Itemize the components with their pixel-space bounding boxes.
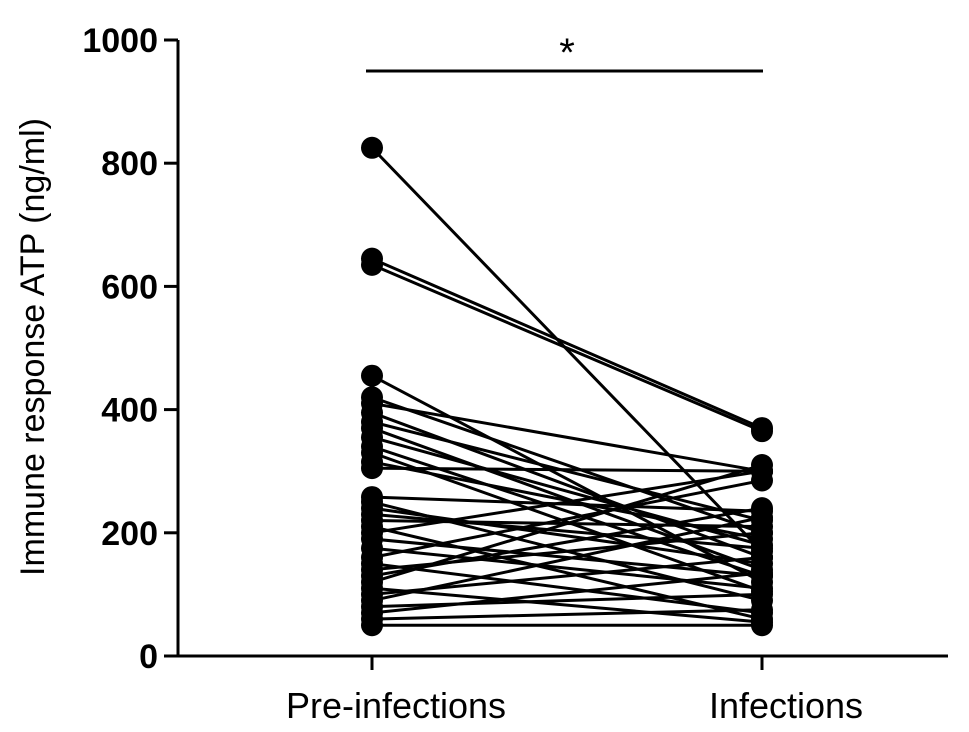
infection-point	[751, 614, 773, 637]
pre-infection-point	[361, 457, 383, 480]
y-tick-label: 600	[101, 268, 158, 306]
pair-line	[371, 506, 763, 566]
infection-point	[751, 454, 773, 477]
pre-infection-point	[361, 253, 383, 276]
infection-point	[751, 469, 773, 492]
y-tick-label: 1000	[82, 22, 158, 60]
pair-line	[371, 466, 763, 473]
pair-line	[371, 469, 763, 535]
infection-point	[751, 561, 773, 584]
infection-point	[751, 546, 773, 569]
infection-point	[751, 506, 773, 529]
x-tick-label: Infections	[709, 685, 863, 726]
significance-annotation: *	[366, 31, 763, 75]
pair-line	[371, 257, 763, 430]
pair-line	[371, 420, 763, 522]
pre-infection-point	[361, 614, 383, 637]
x-axis: Pre-infections Infections	[178, 654, 948, 726]
infection-point	[751, 420, 773, 443]
pair-line	[371, 571, 763, 615]
x-tick-label: Pre-infections	[286, 685, 506, 726]
pair-line	[371, 512, 763, 550]
significance-label: *	[559, 31, 575, 75]
pair-line	[371, 478, 763, 559]
pre-infection-point	[361, 136, 383, 159]
y-tick-label: 400	[101, 392, 158, 430]
pair-line	[371, 426, 763, 572]
pair-lines	[370, 146, 764, 627]
y-tick-label: 0	[139, 638, 158, 676]
infection-point	[751, 521, 773, 544]
pair-line	[371, 592, 763, 609]
pair-line	[371, 562, 763, 615]
pair-line	[371, 608, 763, 621]
y-axis: 0 200 400 600 800 1000	[82, 22, 180, 676]
data-points	[361, 136, 773, 637]
pair-line	[371, 555, 763, 596]
pair-line	[371, 546, 763, 590]
infection-point	[751, 583, 773, 606]
y-tick-label: 800	[101, 145, 158, 183]
pair-line	[371, 586, 763, 624]
y-axis-title: Immune response ATP (ng/ml)	[14, 118, 52, 576]
pair-line	[371, 495, 763, 513]
y-tick-label: 200	[101, 515, 158, 553]
pair-line	[371, 463, 763, 584]
pair-line	[371, 506, 763, 578]
pair-line	[371, 263, 763, 433]
pair-line	[371, 515, 763, 603]
pre-infection-point	[361, 364, 383, 387]
infection-point	[751, 598, 773, 621]
pair-line	[371, 401, 763, 473]
